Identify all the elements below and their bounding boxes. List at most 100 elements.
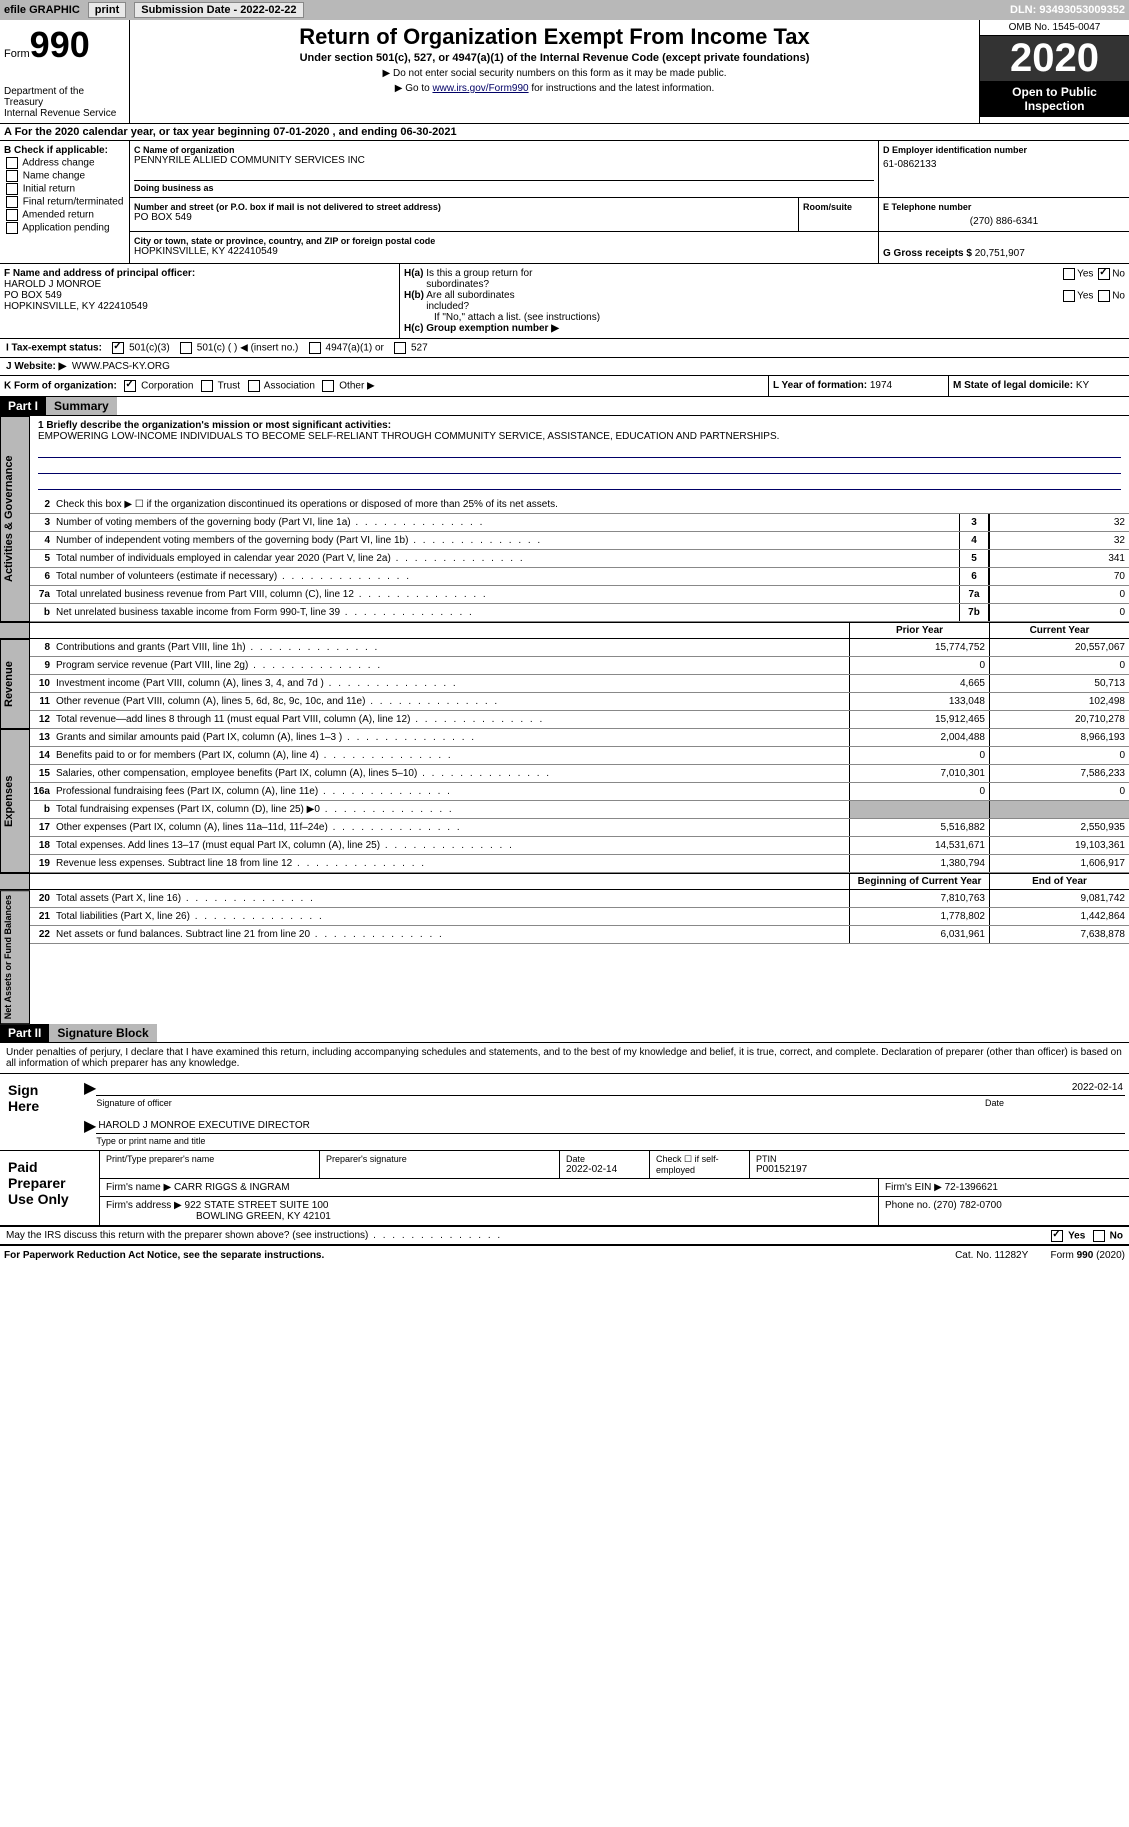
dln-label: DLN: 93493053009352 — [1010, 4, 1125, 16]
cb-association[interactable] — [248, 380, 260, 392]
line-b: b Total fundraising expenses (Part IX, c… — [30, 801, 1129, 819]
gross-value: 20,751,907 — [975, 248, 1025, 259]
declaration-text: Under penalties of perjury, I declare th… — [0, 1043, 1129, 1074]
open-inspection: Open to Public Inspection — [980, 81, 1129, 117]
phone-cell: E Telephone number (270) 886-6341 — [879, 198, 1129, 231]
section-bcd: B Check if applicable: Address change Na… — [0, 141, 1129, 264]
line-14: 14 Benefits paid to or for members (Part… — [30, 747, 1129, 765]
line-5: 5 Total number of individuals employed i… — [30, 550, 1129, 568]
gross-receipts-cell: G Gross receipts $ 20,751,907 — [879, 232, 1129, 263]
line-18: 18 Total expenses. Add lines 13–17 (must… — [30, 837, 1129, 855]
firm-name: CARR RIGGS & INGRAM — [174, 1182, 290, 1193]
begin-end-header: Beginning of Current Year End of Year — [0, 873, 1129, 890]
side-revenue: Revenue — [0, 639, 30, 729]
paid-preparer-block: Paid Preparer Use Only Print/Type prepar… — [0, 1151, 1129, 1227]
part2-header: Part IISignature Block — [0, 1024, 1129, 1043]
tax-year: 2020 — [980, 36, 1129, 81]
line-17: 17 Other expenses (Part IX, column (A), … — [30, 819, 1129, 837]
line-10: 10 Investment income (Part VIII, column … — [30, 675, 1129, 693]
section-h: H(a) Is this a group return forYes No su… — [400, 264, 1129, 338]
line-13: 13 Grants and similar amounts paid (Part… — [30, 729, 1129, 747]
website-value: WWW.PACS-KY.ORG — [72, 361, 170, 372]
line-2: 2 Check this box ▶ ☐ if the organization… — [30, 496, 1129, 514]
arrow-icon: ▶ — [84, 1116, 96, 1146]
cb-pending[interactable]: Application pending — [4, 222, 125, 234]
line-3: 3 Number of voting members of the govern… — [30, 514, 1129, 532]
ein-value: 61-0862133 — [883, 159, 1125, 170]
cb-discuss-no[interactable] — [1093, 1230, 1105, 1242]
cb-527[interactable] — [394, 342, 406, 354]
cb-trust[interactable] — [201, 380, 213, 392]
instructions-note: ▶ Go to www.irs.gov/Form990 for instruct… — [134, 83, 975, 94]
line-b: b Net unrelated business taxable income … — [30, 604, 1129, 622]
firm-phone: (270) 782-0700 — [933, 1200, 1001, 1211]
line-4: 4 Number of independent voting members o… — [30, 532, 1129, 550]
address-cell: Number and street (or P.O. box if mail i… — [130, 198, 799, 231]
cb-501c[interactable] — [180, 342, 192, 354]
line-15: 15 Salaries, other compensation, employe… — [30, 765, 1129, 783]
line-12: 12 Total revenue—add lines 8 through 11 … — [30, 711, 1129, 729]
line-9: 9 Program service revenue (Part VIII, li… — [30, 657, 1129, 675]
print-button[interactable]: print — [88, 2, 126, 18]
department-label: Department of the Treasury Internal Reve… — [4, 86, 125, 119]
page-footer: For Paperwork Reduction Act Notice, see … — [0, 1246, 1129, 1265]
form-footer: Form 990 (2020) — [1051, 1250, 1125, 1261]
cb-4947[interactable] — [309, 342, 321, 354]
line-a-tax-year: A For the 2020 calendar year, or tax yea… — [0, 124, 1129, 141]
line-22: 22 Net assets or fund balances. Subtract… — [30, 926, 1129, 944]
cb-corporation[interactable] — [124, 380, 136, 392]
line-19: 19 Revenue less expenses. Subtract line … — [30, 855, 1129, 873]
arrow-icon: ▶ — [84, 1078, 96, 1108]
line-i-tax-status: I Tax-exempt status: 501(c)(3) 501(c) ( … — [0, 339, 1129, 358]
side-governance: Activities & Governance — [0, 416, 30, 622]
omb-number: OMB No. 1545-0047 — [980, 20, 1129, 36]
part1-header: Part ISummary — [0, 397, 1129, 416]
cb-initial-return[interactable]: Initial return — [4, 183, 125, 195]
ptin-value: P00152197 — [756, 1164, 1123, 1175]
ein-cell: D Employer identification number 61-0862… — [879, 141, 1129, 197]
cb-501c3[interactable] — [112, 342, 124, 354]
governance-section: Activities & Governance 1 Briefly descri… — [0, 416, 1129, 622]
expenses-section: Expenses 13 Grants and similar amounts p… — [0, 729, 1129, 873]
line-20: 20 Total assets (Part X, line 16) 7,810,… — [30, 890, 1129, 908]
prior-current-header: Prior Year Current Year — [0, 622, 1129, 639]
sign-here-block: Sign Here ▶ 2022-02-14 Signature of offi… — [0, 1074, 1129, 1151]
room-cell: Room/suite — [799, 198, 879, 231]
discuss-line: May the IRS discuss this return with the… — [0, 1227, 1129, 1246]
line-21: 21 Total liabilities (Part X, line 26) 1… — [30, 908, 1129, 926]
phone-value: (270) 886-6341 — [883, 216, 1125, 227]
firm-ein: 72-1396621 — [945, 1182, 998, 1193]
officer-name: HAROLD J MONROE EXECUTIVE DIRECTOR — [96, 1118, 1125, 1134]
line-7a: 7a Total unrelated business revenue from… — [30, 586, 1129, 604]
org-name-cell: C Name of organization PENNYRILE ALLIED … — [130, 141, 879, 197]
top-bar: efile GRAPHIC print Submission Date - 20… — [0, 0, 1129, 20]
line-6: 6 Total number of volunteers (estimate i… — [30, 568, 1129, 586]
form-title: Return of Organization Exempt From Incom… — [134, 24, 975, 50]
city-cell: City or town, state or province, country… — [130, 232, 879, 263]
net-assets-section: Net Assets or Fund Balances 20 Total ass… — [0, 890, 1129, 1024]
cb-discuss-yes[interactable] — [1051, 1230, 1063, 1242]
submission-date: Submission Date - 2022-02-22 — [134, 2, 303, 18]
irs-link[interactable]: www.irs.gov/Form990 — [432, 83, 528, 94]
section-fh: F Name and address of principal officer:… — [0, 264, 1129, 339]
section-b-checkboxes: B Check if applicable: Address change Na… — [0, 141, 130, 263]
line-8: 8 Contributions and grants (Part VIII, l… — [30, 639, 1129, 657]
org-name: PENNYRILE ALLIED COMMUNITY SERVICES INC — [134, 155, 874, 166]
line-klm: K Form of organization: Corporation Trus… — [0, 376, 1129, 397]
line-j-website: J Website: ▶ WWW.PACS-KY.ORG — [0, 358, 1129, 376]
form-header: Form990 Department of the Treasury Inter… — [0, 20, 1129, 124]
line-11: 11 Other revenue (Part VIII, column (A),… — [30, 693, 1129, 711]
cb-amended[interactable]: Amended return — [4, 209, 125, 221]
form-number: Form990 — [4, 24, 125, 66]
principal-officer: F Name and address of principal officer:… — [0, 264, 400, 338]
cb-address-change[interactable]: Address change — [4, 157, 125, 169]
side-net-assets: Net Assets or Fund Balances — [0, 890, 30, 1024]
cb-name-change[interactable]: Name change — [4, 170, 125, 182]
cb-other[interactable] — [322, 380, 334, 392]
side-expenses: Expenses — [0, 729, 30, 873]
form-subtitle: Under section 501(c), 527, or 4947(a)(1)… — [134, 52, 975, 64]
efile-label: efile GRAPHIC — [4, 4, 80, 16]
cb-final-return[interactable]: Final return/terminated — [4, 196, 125, 208]
mission-text: EMPOWERING LOW-INCOME INDIVIDUALS TO BEC… — [38, 431, 779, 442]
ssn-note: ▶ Do not enter social security numbers o… — [134, 68, 975, 79]
